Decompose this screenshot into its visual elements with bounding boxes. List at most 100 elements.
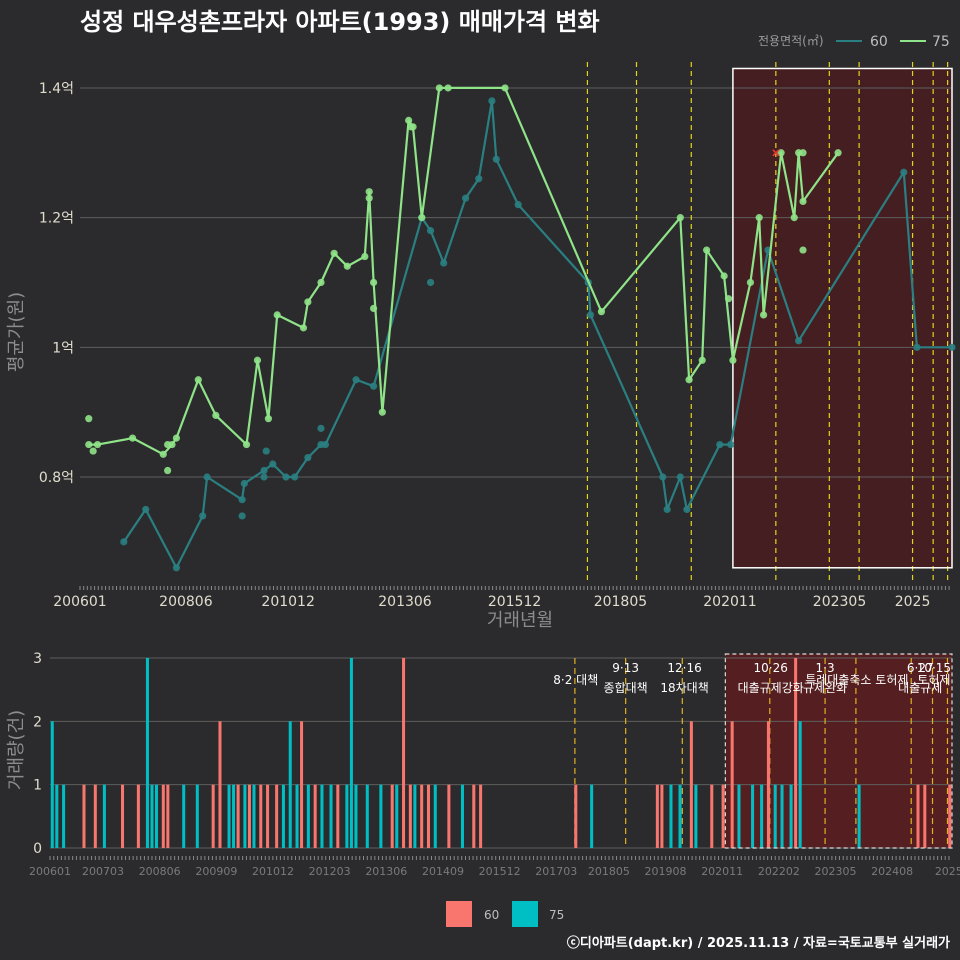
data-point-75: [405, 116, 413, 124]
data-point-75: [759, 311, 768, 319]
volume-bar-75: [306, 784, 310, 848]
policy-annotation-text: 18차대책: [660, 680, 708, 695]
data-point-75: [242, 440, 251, 449]
volume-bar-75: [780, 784, 784, 848]
data-point-75: [264, 415, 273, 423]
volume-y-tick-label: 2: [33, 714, 42, 730]
volume-bar-75: [150, 784, 154, 848]
data-point-75: [685, 376, 693, 384]
data-point-75: [444, 84, 452, 92]
policy-annotation-date: 6·27: [907, 661, 934, 675]
volume-bar-60: [275, 784, 279, 848]
volume-bar-75: [789, 784, 793, 848]
volume-bar-60: [923, 784, 927, 848]
data-point-60: [475, 175, 483, 183]
top-legend: 전용면적(㎡) 60 75: [758, 34, 950, 50]
volume-x-tick-label: 201306: [365, 865, 407, 878]
policy-annotation-date: 12·16: [667, 661, 701, 675]
bar-legend-label-75: 75: [549, 908, 564, 922]
data-point-60: [426, 278, 435, 287]
source-caption: ⓒ디아파트(dapt.kr) / 2025.11.13 / 자료=국토교통부 실…: [567, 935, 950, 951]
volume-bar-75: [102, 784, 106, 848]
data-point-60: [440, 259, 448, 267]
volume-bar-60: [121, 784, 125, 848]
highlight-region-fill: [732, 68, 952, 568]
data-point-60: [913, 343, 921, 351]
data-point-60: [492, 155, 500, 163]
volume-bar-75: [857, 784, 861, 848]
data-point-75: [317, 278, 325, 287]
volume-x-tick-label: 202202: [758, 865, 800, 878]
y-tick-label: 1.4억: [39, 81, 74, 97]
policy-annotation-text: 규제완화: [803, 681, 847, 695]
data-point-60: [203, 473, 211, 481]
volume-y-tick-label: 0: [33, 841, 42, 857]
legend-label-75: 75: [932, 34, 950, 50]
data-point-75: [304, 298, 312, 306]
volume-bar-75: [243, 784, 247, 848]
data-point-75: [194, 376, 202, 384]
volume-bar-60: [313, 784, 317, 848]
volume-bar-75: [145, 658, 149, 848]
volume-bar-75: [345, 784, 349, 848]
volume-x-tick-label: 201012: [252, 865, 294, 878]
data-point-60: [716, 440, 724, 449]
data-point-75: [799, 149, 807, 157]
data-point-60: [683, 505, 691, 514]
data-point-60: [120, 538, 128, 546]
volume-bar-75: [694, 784, 698, 848]
volume-bar-75: [182, 784, 186, 848]
volume-bar-60: [402, 658, 406, 848]
data-point-75: [676, 214, 684, 222]
x-tick-label: 201512: [488, 594, 541, 610]
data-point-75: [407, 123, 415, 131]
series-line-75: [88, 86, 839, 456]
volume-bar-60: [689, 721, 693, 848]
bar-legend-label-60: 60: [484, 908, 499, 922]
volume-bar-60: [730, 721, 734, 848]
volume-x-tick-label: 200806: [139, 865, 181, 878]
volume-bar-60: [655, 784, 659, 848]
data-point-75: [369, 278, 378, 287]
data-point-60: [172, 564, 181, 572]
volume-x-tick-label: 201203: [309, 865, 351, 878]
data-point-60: [240, 479, 248, 488]
data-point-60: [795, 337, 803, 345]
volume-x-tick-label: 200601: [29, 865, 71, 878]
data-point-75: [501, 84, 509, 92]
volume-bar-75: [281, 784, 285, 848]
volume-bar-60: [247, 784, 251, 848]
volume-x-tick-label: 201908: [645, 865, 687, 878]
data-point-75: [361, 252, 369, 261]
data-point-75: [89, 447, 97, 455]
volume-bar-75: [288, 721, 292, 848]
data-point-75: [172, 434, 181, 442]
volume-bar-60: [420, 784, 424, 848]
volume-x-tick-label: 202011: [701, 865, 743, 878]
volume-bar-75: [320, 784, 324, 848]
volume-bar-60: [408, 784, 412, 848]
policy-annotation-date: 10·15: [917, 661, 951, 675]
x-tick-label: 201805: [594, 594, 647, 610]
data-point-75: [128, 434, 137, 442]
volume-y-tick-label: 1: [33, 778, 42, 794]
volume-bar-75: [227, 784, 231, 848]
volume-x-tick-label: 201703: [535, 865, 577, 878]
data-point-60: [514, 201, 522, 209]
data-point-75: [799, 197, 807, 206]
volume-bar-60: [766, 721, 770, 848]
volume-chart-panel: 0 1 2 3 8·2 대책 9·13 종합대책 12·16 18차대책 10·26 대출규제강화 1…: [29, 651, 960, 878]
data-point-60: [269, 460, 277, 468]
y-tick-label: 0.8억: [39, 470, 74, 486]
data-point-60: [586, 311, 595, 319]
volume-bar-75: [751, 784, 755, 848]
volume-x-tick-label: 201805: [588, 865, 630, 878]
data-point-60: [262, 447, 270, 455]
x-tick-label: 200806: [159, 594, 213, 610]
volume-bar-60: [447, 784, 451, 848]
data-point-60: [462, 194, 470, 202]
volume-x-tick-label: 202305: [815, 865, 857, 878]
volume-bar-60: [218, 721, 222, 848]
data-point-75: [790, 214, 798, 222]
